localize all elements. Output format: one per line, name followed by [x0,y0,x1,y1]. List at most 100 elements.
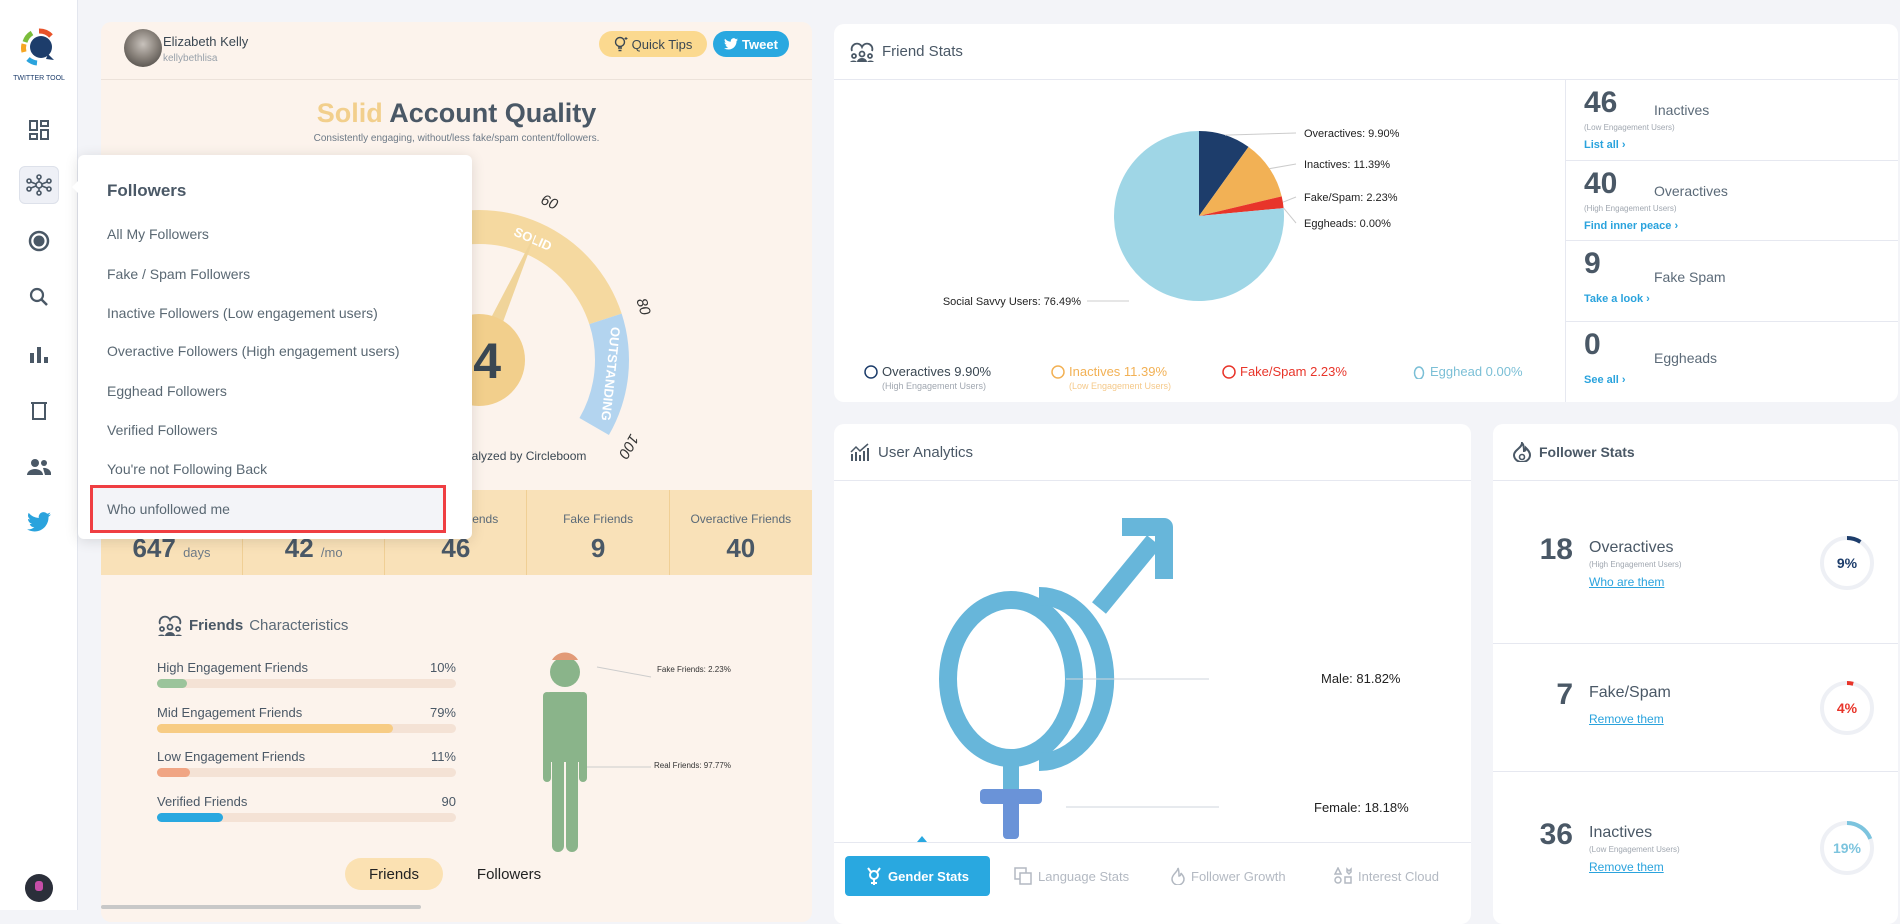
tweet-label: Tweet [742,36,778,52]
sidebar-twitter[interactable] [19,503,59,541]
characteristic-label: Mid Engagement Friends [157,704,303,720]
legend-label: Egghead 0.00% [1430,364,1523,379]
user-avatar[interactable] [25,874,53,902]
tab-gender-stats[interactable]: Gender Stats [845,856,990,896]
profile-avatar [124,29,162,67]
characteristic-row: High Engagement Friends 10% [157,660,456,690]
summary-link[interactable]: List all › [1584,139,1626,151]
gender-chart [939,518,1219,839]
follower-stat-row: 18 Overactives (High Engagement Users) Who … [1493,481,1898,644]
menu-item-egghead[interactable]: Egghead Followers [107,383,227,399]
menu-item-inactive[interactable]: Inactive Followers (Low engagement users… [107,305,378,321]
percent-ring: 4% [1820,681,1874,735]
characteristic-row: Low Engagement Friends 11% [157,749,456,779]
users-icon [27,459,51,475]
tabs-divider [834,842,1471,843]
pie-slice[interactable] [1199,131,1249,216]
summary-link[interactable]: Find inner peace › [1584,219,1679,232]
friend-stats-pie-chart: Overactives: 9.90% Inactives: 11.39% Fake/… [943,128,1400,308]
tweet-button[interactable]: Tweet [713,31,789,57]
pie-leader-line [1224,132,1297,136]
legend-row: Egghead 0.00% [1412,364,1523,379]
flame-icon [1513,442,1531,462]
progress-track [157,812,456,822]
pie-slice[interactable] [1199,146,1282,216]
sidebar-record[interactable] [19,222,59,260]
follower-stat-link[interactable]: Remove them [1589,712,1664,726]
follower-stat-sub: (Low Engagement Users) [1589,845,1680,854]
female-label: Female: 18.18% [1314,800,1409,815]
sidebar-analytics[interactable] [19,335,59,373]
quick-tips-button[interactable]: Quick Tips [599,31,707,57]
summary-row: 46 Inactives (Low Engagement Users) List al… [1566,80,1898,161]
characteristic-row: Verified Friends 90 [157,794,456,824]
summary-link[interactable]: See all › [1584,373,1626,386]
menu-item-who-unfollowed[interactable]: Who unfollowed me [90,485,446,533]
tab-interest-cloud[interactable]: Interest Cloud [1334,856,1439,896]
follower-stat-link[interactable]: Remove them [1589,860,1664,874]
network-icon [26,174,52,196]
sidebar-network[interactable] [19,166,59,204]
characteristic-value: 79% [429,704,456,720]
friend-stats-summary: 46 Inactives (Low Engagement Users) List al… [1565,80,1898,402]
menu-item-not-following-back[interactable]: You're not Following Back [107,461,268,477]
gauge-band-outstanding [579,313,629,435]
summary-sub: (Low Engagement Users) [1584,123,1675,132]
percent-label: 4% [1837,700,1858,716]
dropdown-title: Followers [107,181,187,200]
menu-item-label: Who unfollowed me [107,501,230,517]
characteristic-label: Low Engagement Friends [157,749,306,764]
follower-stat-link[interactable]: Who are them [1589,574,1665,589]
logo-text: TWITTER TOOL [13,75,65,82]
record-icon [28,230,50,252]
summary-row: 40 Overactives (High Engagement Users) Find… [1566,161,1898,241]
legend-item: Inactives 11.39% (Low Engagement Users) [1051,364,1171,391]
sidebar-delete[interactable] [19,391,59,429]
tab-followers[interactable]: Followers [476,865,542,883]
friend-stats-header: Friend Stats [834,24,1898,80]
gender-icon [867,867,881,885]
angry-face-icon [1222,364,1236,379]
dropdown-pointer [72,181,78,193]
percent-ring-fill [1820,821,1874,875]
sidebar-search[interactable] [19,278,59,316]
figure-fake-portion [552,652,578,660]
user-analytics-title: User Analytics [878,443,974,461]
sidebar-users[interactable] [19,448,59,486]
summary-name: Inactives [1654,102,1710,118]
pie-slice[interactable] [1114,131,1284,301]
sidebar-dashboard[interactable] [19,111,59,149]
summary-name: Overactives [1654,182,1728,199]
tab-label: Interest Cloud [1358,868,1439,884]
progress-fill [157,723,394,733]
tab-follower-growth[interactable]: Follower Growth [1171,856,1286,896]
fake-leader-line [596,666,652,678]
pie-slice[interactable] [1199,196,1284,216]
stat-number: 40 [726,533,756,563]
app-logo[interactable] [20,28,58,66]
menu-item-verified[interactable]: Verified Followers [107,422,218,438]
horizontal-scrollbar[interactable] [101,905,421,909]
gauge-tick-label: 60 [538,191,561,214]
menu-item-overactive[interactable]: Overactive Followers (High engagement us… [107,343,400,359]
tab-language-stats[interactable]: Language Stats [1014,856,1129,896]
follower-stat-name: Overactives [1589,538,1674,556]
characteristic-value: 90 [441,793,456,809]
pie-label: Social Savvy Users: 76.49% [943,296,1081,308]
follower-stat-row: 36 Inactives (Low Engagement Users) Remove … [1493,772,1898,924]
pie-label: Fake/Spam: 2.23% [1304,192,1398,204]
tab-friends[interactable]: Friends [345,858,443,890]
characteristic-value: 11% [430,749,456,764]
percent-ring: 9% [1820,535,1874,590]
legend-item: Overactives 9.90% (High Engagement Users) [864,364,991,391]
figure-head [550,657,580,687]
tab-label: Language Stats [1038,868,1130,884]
menu-item-all-followers[interactable]: All My Followers [107,226,209,242]
characteristic-label: Verified Friends [157,793,248,809]
person-figure [543,652,652,852]
progress-fill [157,768,190,777]
friend-stats-title: Friend Stats [882,43,963,60]
menu-item-fake-spam[interactable]: Fake / Spam Followers [107,266,251,282]
male-symbol-arrow [1122,518,1173,579]
summary-link[interactable]: Take a look › [1584,293,1650,305]
